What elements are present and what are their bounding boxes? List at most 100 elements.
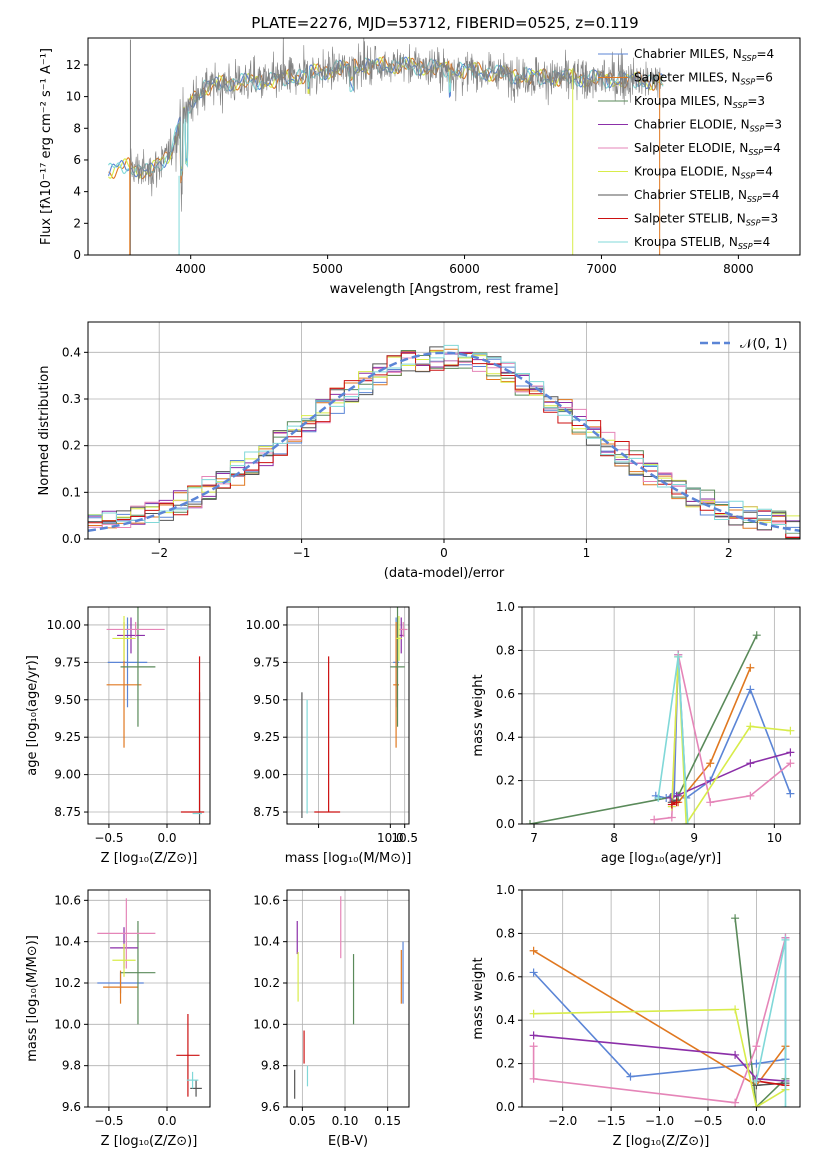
x-tick-label: 0.05	[289, 1114, 316, 1128]
observed-spectrum	[130, 38, 662, 212]
y-tick-label: 9.8	[261, 1059, 280, 1073]
series-line-5	[533, 1008, 786, 1107]
y-tick-label: 9.50	[54, 693, 81, 707]
panel-residuals: −2 −1 0 1 2 0.0 0.1 0.2 0.3 0.4 (data-model)/error…	[37, 321, 801, 581]
series-marker	[746, 685, 755, 694]
legend-entry: Salpeter STELIB, NSSP=3	[634, 212, 778, 228]
y-tick-label: 0.2	[62, 439, 81, 453]
axes-frame	[87, 606, 211, 825]
x-tick-label: 9	[690, 831, 698, 845]
y-axis-label: age [log₁₀(age/yr)]	[25, 655, 40, 776]
y-tick-label: 10.2	[54, 976, 81, 990]
x-tick-label: 0.0	[747, 1114, 766, 1128]
figure-title: PLATE=2276, MJD=53712, FIBERID=0525, z=0…	[251, 14, 638, 32]
plot-area	[294, 896, 404, 1099]
y-tick-label: 9.6	[261, 1100, 280, 1114]
legend-entry: Kroupa MILES, NSSP=3	[634, 94, 765, 110]
y-tick-label: 10.0	[253, 1017, 280, 1031]
legend-entry: 𝒩(0, 1)	[740, 337, 787, 352]
plot-area	[88, 344, 800, 539]
y-tick-label: 8	[73, 121, 81, 135]
y-tick-label: 2	[73, 216, 81, 230]
y-tick-label: 10.00	[246, 618, 280, 632]
y-tick-label: 6	[73, 153, 81, 167]
y-tick-label: 1.0	[496, 883, 515, 897]
x-tick-label: 0.0	[157, 831, 176, 845]
y-tick-label: 10.4	[54, 935, 81, 949]
x-tick-label: −0.5	[94, 831, 123, 845]
x-tick-label: 5000	[312, 262, 343, 276]
legend-entry: Chabrier MILES, NSSP=4	[634, 47, 774, 63]
series-marker	[683, 820, 692, 824]
y-tick-label: 4	[73, 185, 81, 199]
panel-age_vs_Z: −0.5 0.0 8.75 9.00 9.25 9.50 9.75 10.00 Z [log₁₀…	[25, 606, 211, 866]
y-tick-label: 10.6	[253, 893, 280, 907]
y-tick-label: 12	[66, 58, 81, 72]
x-axis-label: wavelength [Angstrom, rest frame]	[330, 282, 559, 297]
legend-nssp: =4	[762, 188, 780, 202]
legend-nssp: =3	[764, 118, 782, 132]
x-tick-label: 7	[530, 831, 538, 845]
y-tick-label: 1.0	[496, 600, 515, 614]
axes-frame	[286, 889, 410, 1108]
series-line-7	[756, 1080, 786, 1087]
legend-model-label: Salpeter ELODIE, N	[634, 141, 748, 155]
series-marker	[529, 1009, 538, 1018]
legend-entry: Kroupa STELIB, NSSP=4	[634, 235, 770, 251]
x-tick-label: 7000	[586, 262, 617, 276]
panel-weight_vs_Z: −2.0 −1.5 −1.0 −0.5 0.0 0.0 0.2 0.4 0.6 0.8 1.0 Z […	[471, 883, 801, 1149]
y-tick-label: 0.0	[62, 532, 81, 546]
y-tick-label: 0	[73, 248, 81, 262]
y-tick-label: 0.2	[496, 1057, 515, 1071]
legend-subscript: SSP	[742, 54, 757, 63]
legend-entry: Salpeter ELODIE, NSSP=4	[634, 141, 781, 157]
x-tick-label: −2.0	[548, 1114, 577, 1128]
x-tick-label: 0.15	[374, 1114, 401, 1128]
series-marker	[786, 789, 795, 798]
y-tick-label: 0.4	[496, 1013, 515, 1027]
series-line-2	[734, 918, 787, 1107]
y-tick-label: 0.0	[496, 817, 515, 831]
y-tick-label: 9.75	[253, 655, 280, 669]
legend-model-label: Kroupa MILES, N	[634, 94, 733, 108]
legend-subscript: SSP	[748, 148, 763, 157]
y-tick-label: 0.3	[62, 392, 81, 406]
x-tick-label: −2	[150, 546, 168, 560]
axes-frame	[87, 889, 211, 1108]
legend-subscript: SSP	[747, 195, 762, 204]
axes-frame	[286, 606, 410, 825]
y-tick-label: 10	[66, 90, 81, 104]
x-tick-label: −0.5	[693, 1114, 722, 1128]
series-marker	[752, 1059, 761, 1068]
panel-mass_vs_Z: −0.5 0.0 9.6 9.8 10.0 10.2 10.4 10.6 Z [log₁₀(Z/…	[25, 889, 211, 1149]
legend-entry: Salpeter MILES, NSSP=6	[634, 71, 773, 87]
series-marker	[752, 1076, 761, 1085]
legend-nssp: =3	[747, 94, 765, 108]
x-axis-label: Z [log₁₀(Z/Z⊙)]	[101, 1134, 198, 1149]
series-line-3	[533, 1034, 786, 1082]
series-marker	[746, 759, 755, 768]
x-tick-label: 0.0	[157, 1114, 176, 1128]
series-marker	[682, 820, 691, 824]
series-line-5	[671, 656, 791, 824]
x-tick-label: 10.0	[377, 831, 404, 845]
y-tick-label: 0.2	[496, 774, 515, 788]
series-marker	[667, 813, 676, 822]
legend-entry: Chabrier STELIB, NSSP=4	[634, 188, 779, 204]
legend: Chabrier MILES, NSSP=4 Salpeter MILES, NS…	[598, 47, 782, 251]
series-marker	[746, 722, 755, 731]
y-tick-label: 9.8	[62, 1059, 81, 1073]
x-tick-label: −0.5	[94, 1114, 123, 1128]
y-axis-label: mass [log₁₀(M/M⊙)]	[25, 935, 40, 1062]
axes-frame	[87, 321, 801, 540]
series-marker	[786, 726, 795, 735]
plot-area	[106, 607, 205, 824]
plot-area	[301, 607, 408, 819]
y-tick-label: 9.25	[253, 730, 280, 744]
axes-frame	[87, 37, 801, 256]
x-tick-label: −1.0	[645, 1114, 674, 1128]
x-tick-label: 2	[725, 546, 733, 560]
y-tick-label: 9.00	[54, 768, 81, 782]
x-tick-label: 8000	[723, 262, 754, 276]
